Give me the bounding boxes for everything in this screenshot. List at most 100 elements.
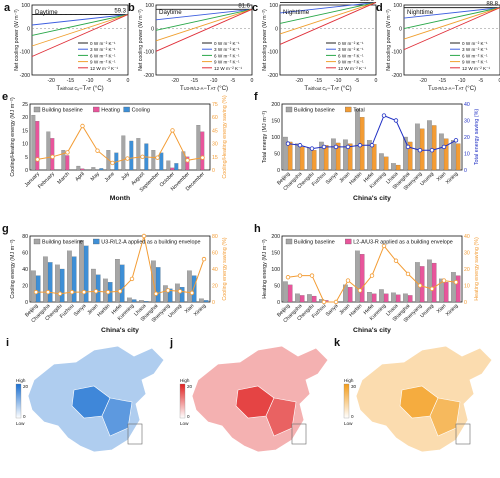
region-mid [429,397,461,437]
y-tick-label: 100 [145,3,154,9]
y2-tick-label: 60 [212,115,218,121]
bar-h-1-6 [359,254,365,303]
saving-point-5 [93,289,99,294]
saving-point-8 [155,155,160,160]
saving-point-7 [117,289,123,294]
x-tick-label: -15 [439,78,447,84]
y-tick-label: 60 [22,251,28,257]
colorbar-high-label: High [344,378,354,383]
saving-point-0 [285,275,291,280]
x-axis-text: (°C) [339,86,351,92]
saving-line [37,125,203,164]
legend-swatch [123,106,130,113]
y-tick-label: 0 [399,26,402,32]
panel-letter: c [252,2,258,14]
category-label: Harbin [96,303,111,318]
y2-tick-label: 20 [212,284,218,290]
x-tick-label: 0 [499,78,500,84]
category-label: Xian [184,303,196,315]
bar-f-0-1 [295,143,300,171]
y-tick-label: 40 [22,267,28,273]
category-label: Sanya [73,303,88,318]
x-axis-text: T [428,86,432,92]
bar-h-0-1 [295,293,300,303]
bar-h-0-7 [367,292,372,303]
colorbar-max: 20 [187,384,193,389]
bar-g-0-2 [55,264,60,303]
bar-e-0-4 [91,167,96,171]
saving-point-2 [57,291,63,296]
legend-label: Building baseline [294,108,335,114]
x-tick-label: -5 [354,78,359,84]
bar-e-1-10 [185,156,190,171]
panel-tag: Nighttime [407,9,434,16]
bar-g-0-0 [31,270,36,303]
bar-f-0-13 [439,133,444,171]
y-tick-label: 0 [277,168,280,174]
bar-g-1-8 [131,299,137,303]
y-axis-label: Cooling energy (MJ m⁻²) [10,239,16,298]
legend-label: 6 W m⁻² K⁻¹ [90,53,116,58]
legend-label: 0 W m⁻² K⁻¹ [90,41,116,46]
series-line-h3 [279,1,377,14]
bar-h-1-1 [299,295,305,303]
y-tick-label: 200 [271,102,280,108]
bar-h-0-8 [379,289,384,303]
bar-g-1-5 [95,274,101,303]
x-axis-subscript: U3-R/L2-A [184,86,204,91]
y-tick-label: 50 [274,152,280,158]
bar-f-1-0 [287,141,293,171]
legend-label: 6 W m⁻² K⁻¹ [338,53,364,58]
x-tick-label: 0 [375,78,378,84]
series-line-h6 [279,1,377,24]
saving-point-8 [381,243,387,249]
y-axis-label: Net cooling power (W m⁻²) [138,9,144,71]
x-tick-label: -15 [191,78,199,84]
saving-point-0 [285,141,291,146]
y2-tick-label: 0 [212,300,215,306]
x-axis-subscript: AT [334,86,339,91]
saving-point-13 [441,278,447,283]
legend-label: 3 W m⁻² K⁻¹ [214,47,240,52]
bar-h-0-0 [283,281,288,303]
saving-point-1 [50,154,55,159]
y-tick-label: 50 [274,284,280,290]
map-panel-j: j High Low 20 0 [169,337,329,453]
saving-point-14 [201,256,207,262]
y-tick-label: 150 [271,119,280,125]
legend-label: Heating [101,108,120,114]
bar-f-0-11 [415,123,420,171]
bar-e-0-8 [151,150,156,171]
saving-point-5 [110,160,115,166]
map-panel-i: i High Low 20 0 [6,337,165,453]
legend-label: 12 W m⁻² K⁻¹ [462,66,491,71]
y2-tick-label: 40 [212,267,218,273]
saving-point-6 [105,289,111,295]
y-tick-label: -100 [20,50,30,56]
x-tick-label: -5 [106,78,111,84]
legend-swatch [345,238,352,245]
bar-g-0-14 [199,298,204,303]
x-axis-text: T [56,86,60,92]
bar-g-0-9 [139,300,144,303]
legend-label: Building baseline [294,240,335,246]
legend-label: U3-R/L2-A applied as a building envelope [101,240,200,246]
x-axis-text: T [180,86,184,92]
legend-label: 9 W m⁻² K⁻¹ [338,60,364,65]
x-axis-subscript: U3-R/L2-A [432,86,452,91]
bar-f-1-12 [431,125,437,171]
bar-f-0-4 [331,138,336,171]
x-axis-text: −T [79,86,87,92]
panel-letter: h [254,223,261,235]
bar-g-0-8 [127,297,132,303]
bar-g-0-11 [163,285,168,303]
value-label: 81.6 [238,3,250,9]
y2-tick-label: 20 [464,267,470,273]
x-axis-label: China's city [353,327,391,334]
saving-point-3 [321,144,327,150]
series-line-h6 [403,7,500,30]
y-axis-label: Heating energy (MJ m⁻²) [262,239,268,299]
region-mid [265,397,297,437]
category-label: Xining [445,303,460,318]
x-tick-label: -15 [315,78,323,84]
